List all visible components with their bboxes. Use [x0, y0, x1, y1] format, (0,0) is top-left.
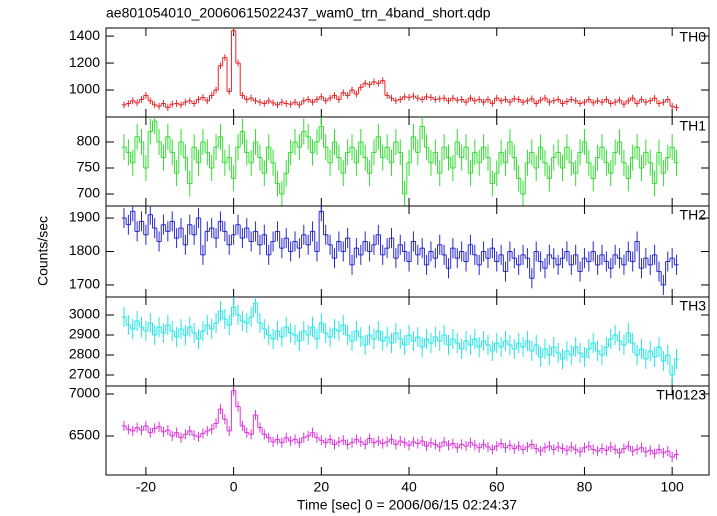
y-tick-label: 1700 — [69, 276, 100, 292]
x-tick-label: 20 — [314, 479, 330, 495]
y-tick-label: 7000 — [69, 385, 100, 401]
x-tick-label: 40 — [401, 479, 417, 495]
series-label: TH2 — [680, 207, 707, 223]
series-label: TH3 — [680, 298, 707, 314]
y-tick-label: 700 — [77, 185, 101, 201]
x-axis-label: Time [sec] 0 = 2006/06/15 02:24:37 — [297, 497, 517, 513]
x-tick-label: 60 — [489, 479, 505, 495]
series-label: TH1 — [680, 118, 707, 134]
y-tick-label: 1200 — [69, 54, 100, 70]
y-tick-label: 6500 — [69, 427, 100, 443]
series-group — [121, 28, 679, 111]
y-tick-label: 1800 — [69, 242, 100, 258]
series-group — [121, 386, 679, 463]
y-tick-label: 1400 — [69, 27, 100, 43]
y-tick-label: 1900 — [69, 209, 100, 225]
y-tick-label: 1000 — [69, 81, 100, 97]
series-group — [121, 117, 679, 206]
y-axis-label: Counts/sec — [35, 216, 51, 286]
y-tick-label: 2800 — [69, 346, 100, 362]
x-tick-label: 100 — [660, 479, 684, 495]
y-tick-label: 2900 — [69, 326, 100, 342]
series-label: TH0123 — [656, 387, 706, 403]
x-tick-label: 0 — [230, 479, 238, 495]
series-group — [121, 297, 679, 385]
y-tick-label: 800 — [77, 133, 101, 149]
panel-frame — [105, 385, 710, 476]
panel-frame — [105, 27, 710, 118]
series-group — [121, 206, 679, 295]
y-tick-label: 750 — [77, 159, 101, 175]
chart-title: ae801054010_20060615022437_wam0_trn_4ban… — [106, 5, 491, 21]
x-tick-label: -20 — [136, 479, 156, 495]
series-label: TH0 — [680, 29, 707, 45]
y-tick-label: 2700 — [69, 366, 100, 382]
y-tick-label: 3000 — [69, 306, 100, 322]
x-tick-label: 80 — [577, 479, 593, 495]
